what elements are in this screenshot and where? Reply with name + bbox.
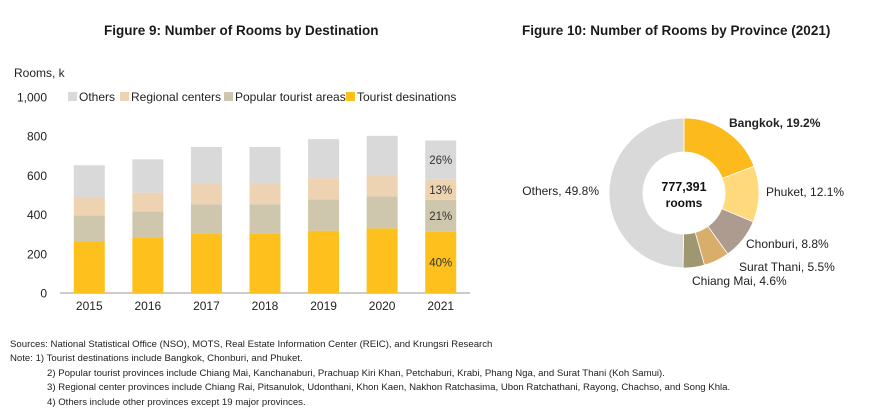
- bar-segment: [366, 175, 398, 197]
- legend-label: Regional centers: [131, 90, 221, 104]
- slice-label: Others, 49.8%: [522, 184, 599, 198]
- y-tick-label: 1,000: [17, 91, 47, 105]
- bar-segment: [190, 233, 222, 293]
- bar-data-label: 21%: [429, 211, 452, 223]
- bar-segment: [132, 159, 164, 193]
- bar-segment: [366, 228, 398, 293]
- y-tick-label: 400: [27, 208, 47, 222]
- donut-chart: Bangkok, 19.2% Phuket, 12.1% Chonburi, 8.8…: [522, 116, 844, 288]
- bar-data-label: 40%: [429, 257, 452, 269]
- bar-segment: [249, 233, 281, 293]
- note-2: 2) Popular tourist provinces include Chi…: [47, 367, 665, 379]
- bar-segment: [132, 211, 164, 238]
- bar-segment: [73, 241, 105, 293]
- bar-segment: [249, 184, 281, 205]
- legend-label: Popular tourist areas: [235, 90, 346, 104]
- legend-swatch: [224, 92, 233, 101]
- y-tick-label: 800: [27, 130, 47, 144]
- y-tick-label: 200: [27, 247, 47, 261]
- slice-label: Bangkok, 19.2%: [729, 116, 821, 130]
- note-1: Note: 1) Tourist destinations include Ba…: [10, 353, 303, 365]
- bar-segment: [132, 237, 164, 293]
- bar-segment: [308, 199, 340, 231]
- slice-label: Surat Thani, 5.5%: [739, 260, 835, 274]
- legend-label: Others: [79, 90, 115, 104]
- x-tick-label: 2019: [310, 299, 337, 313]
- bar-segment: [366, 135, 398, 176]
- notes-section: Sources: National Statistical Office (NS…: [10, 338, 730, 410]
- bar-segment: [425, 199, 457, 232]
- bar-segment: [190, 204, 222, 234]
- y-axis-label: Rooms, k: [14, 66, 66, 80]
- sources-text: Sources: National Statistical Office (NS…: [10, 339, 493, 350]
- figure-10-title: Figure 10: Number of Rooms by Province (…: [522, 23, 831, 38]
- donut-center-value: 777,391: [661, 180, 706, 194]
- slice-label: Chiang Mai, 4.6%: [692, 274, 787, 288]
- bar-segment: [425, 231, 457, 293]
- donut-center-unit: rooms: [666, 196, 703, 210]
- bar-segment: [73, 215, 105, 242]
- stacked-bar-chart: Rooms, k 0 200 400 600 800 1,000 2015 2016 2017 20…: [14, 66, 470, 313]
- x-tick-label: 2018: [252, 299, 279, 313]
- slice-label: Chonburi, 8.8%: [746, 237, 829, 251]
- bar-segment: [366, 196, 398, 229]
- x-tick-label: 2020: [369, 299, 396, 313]
- bar-segment: [249, 204, 281, 234]
- x-tick-label: 2015: [76, 299, 103, 313]
- figure-9-title: Figure 9: Number of Rooms by Destination: [104, 23, 379, 38]
- bar-segment: [73, 196, 105, 216]
- bar-segment: [190, 146, 222, 185]
- bar-segment: [308, 139, 340, 179]
- bar-segment: [132, 192, 164, 212]
- legend-swatch: [68, 92, 77, 101]
- note-3: 3) Regional center provinces include Chi…: [47, 382, 731, 394]
- legend-swatch: [120, 92, 129, 101]
- legend-label: Tourist desinations: [357, 90, 456, 104]
- y-tick-label: 600: [27, 169, 47, 183]
- y-tick-label: 0: [40, 287, 47, 301]
- slice-label: Phuket, 12.1%: [766, 185, 844, 199]
- bar-segment: [425, 179, 457, 200]
- bar-segment: [190, 184, 222, 205]
- bar-segment: [73, 165, 105, 197]
- x-tick-label: 2017: [193, 299, 220, 313]
- bar-data-label: 13%: [429, 185, 452, 197]
- x-tick-label: 2021: [427, 299, 454, 313]
- donut-slice: [608, 117, 685, 269]
- bar-segment: [308, 230, 340, 293]
- bar-segment: [308, 178, 340, 200]
- x-tick-label: 2016: [135, 299, 162, 313]
- legend-swatch: [346, 92, 355, 101]
- bar-segment: [425, 140, 457, 180]
- bar-data-label: 26%: [429, 155, 452, 167]
- note-4: 4) Others include other provinces except…: [47, 396, 306, 408]
- bar-segment: [249, 146, 281, 185]
